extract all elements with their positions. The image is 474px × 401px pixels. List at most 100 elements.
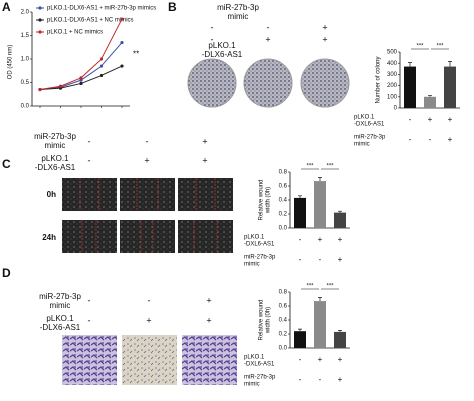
y-tick-label: 0.8 — [279, 290, 288, 296]
point — [99, 64, 104, 68]
y-tick-label: 0.6 — [279, 304, 288, 310]
panel-letter: B — [168, 0, 177, 14]
y-axis-label: width (0h) — [266, 307, 272, 334]
condition-sign: - — [319, 255, 322, 264]
condition-sign: + — [206, 315, 211, 325]
row-label: 24h — [42, 233, 56, 242]
condition-sign: + — [338, 355, 343, 364]
condition-label: miR-27b-3p — [34, 132, 76, 141]
y-tick-label: 0.6 — [279, 184, 288, 190]
condition-label: mimic — [45, 141, 66, 150]
legend-marker — [38, 18, 42, 22]
y-tick-label: 500 — [387, 50, 398, 56]
point — [120, 40, 124, 45]
condition-sign: - — [88, 315, 91, 325]
condition-sign: - — [299, 355, 302, 364]
condition-label: -DXL6-AS1 — [354, 122, 385, 128]
condition-sign: - — [409, 135, 412, 144]
condition-sign: - — [299, 375, 302, 384]
y-tick-label: 0.4 — [279, 318, 288, 324]
condition-sign: + — [206, 295, 211, 305]
condition-sign: - — [299, 255, 302, 264]
condition-sign: + — [318, 355, 323, 364]
panel-letter: C — [2, 157, 11, 171]
y-tick-label: 1.0 — [21, 57, 30, 63]
condition-sign: - — [88, 136, 91, 146]
transwell-images — [62, 335, 237, 385]
y-axis-label: Number of colony — [376, 56, 382, 103]
panel-letter: A — [2, 0, 11, 14]
condition-label: pLKO.1 — [208, 41, 236, 50]
condition-label: pLKO.1 — [354, 115, 375, 121]
condition-sign: + — [202, 136, 207, 146]
legend-label: pLKO.1-DLX6-AS1 + NC mimics — [47, 18, 134, 24]
significance-label: *** — [436, 44, 444, 50]
condition-label: pLKO.1 — [244, 235, 265, 241]
condition-label: -DLX6-AS1 — [202, 50, 243, 59]
y-tick-label: 0.8 — [279, 170, 288, 176]
condition-label: mimic — [354, 142, 370, 148]
bar — [334, 331, 346, 348]
condition-sign: + — [448, 115, 453, 124]
y-tick-label: 100 — [387, 94, 398, 100]
bar — [424, 96, 436, 108]
condition-label: -DLX6-AS1 — [40, 323, 81, 332]
error-bar — [318, 177, 322, 182]
condition-sign: - — [148, 295, 151, 305]
condition-label: miR-27b-3p — [354, 135, 386, 141]
y-tick-label: 400 — [387, 61, 398, 67]
y-tick-label: 0.2 — [279, 212, 288, 218]
condition-label: miR-27b-3p — [244, 255, 276, 261]
y-tick-label: 0.0 — [21, 104, 30, 110]
row-label: 0h — [47, 190, 56, 199]
condition-sign: + — [428, 115, 433, 124]
condition-label: mimic — [244, 262, 260, 268]
condition-sign: - — [146, 136, 149, 146]
panel-letter: D — [2, 266, 11, 280]
point — [99, 57, 104, 61]
condition-sign: + — [265, 34, 270, 44]
condition-sign: - — [211, 22, 214, 32]
point — [79, 76, 83, 80]
condition-sign: + — [338, 255, 343, 264]
y-tick-label: 2.0 — [21, 10, 30, 16]
error-bar — [298, 195, 302, 198]
condition-label: pLKO.1 — [41, 154, 69, 163]
condition-sign: + — [338, 375, 343, 384]
y-tick-label: 0.2 — [279, 332, 288, 338]
condition-sign: + — [322, 34, 327, 44]
condition-sign: - — [319, 375, 322, 384]
bar — [314, 301, 326, 348]
legend-label: pLKO.1-DLX6-AS1 + miR-27b-3p mimics — [47, 6, 156, 12]
condition-sign: - — [409, 115, 412, 124]
point — [79, 81, 83, 86]
error-bar — [338, 330, 342, 332]
condition-sign: + — [146, 315, 151, 325]
point — [79, 78, 83, 82]
y-tick-label: 1.5 — [21, 33, 30, 39]
condition-label: mimic — [50, 301, 71, 310]
significance-label: *** — [326, 284, 334, 290]
condition-sign: + — [144, 155, 149, 165]
bar — [334, 212, 346, 228]
condition-sign: + — [318, 235, 323, 244]
error-bar — [338, 210, 342, 213]
error-bar — [428, 95, 432, 97]
annotation: ** — [133, 49, 139, 58]
significance-label: *** — [306, 164, 314, 170]
significance-label: *** — [306, 284, 314, 290]
point — [99, 73, 104, 78]
wound-images — [62, 178, 233, 253]
significance-label: *** — [326, 164, 334, 170]
bar — [294, 331, 306, 348]
condition-label: pLKO.1 — [46, 314, 74, 323]
y-tick-label: 200 — [387, 83, 398, 89]
condition-sign: - — [88, 295, 91, 305]
condition-label: mimic — [228, 12, 249, 21]
condition-label: miR-27b-3p — [39, 292, 81, 301]
bar — [444, 66, 456, 108]
significance-label: *** — [416, 44, 424, 50]
y-axis-label: Relative wound — [259, 299, 265, 340]
point — [120, 64, 124, 68]
